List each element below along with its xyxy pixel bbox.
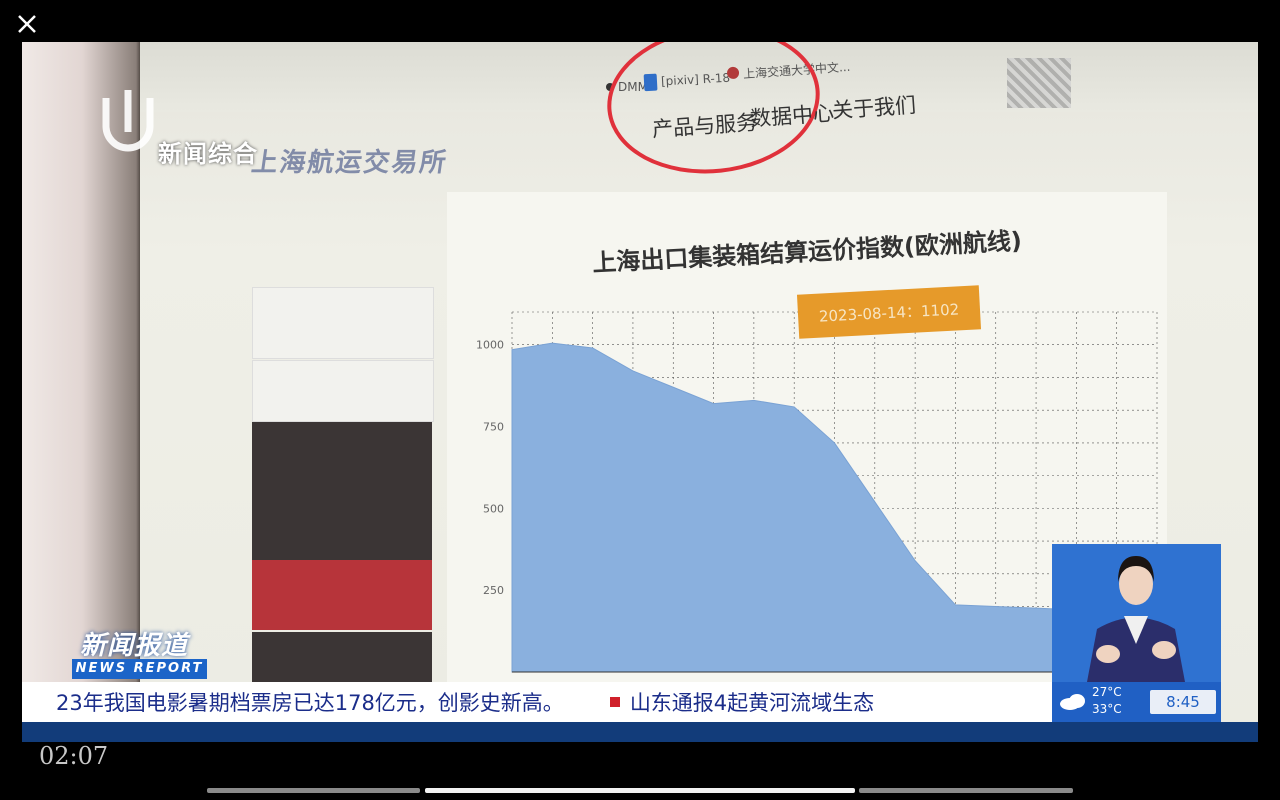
weather-widget: 27°C 33°C 8:45: [1052, 682, 1221, 722]
weather-low: 33°C: [1092, 702, 1122, 716]
ticker-headline: 23年我国电影暑期档票房已达178亿元，创影史新高。: [56, 691, 564, 715]
close-button[interactable]: [14, 11, 40, 37]
weather-high: 27°C: [1092, 685, 1122, 699]
browser-bookmark-bar: [140, 42, 1258, 112]
bottom-strip: [22, 722, 1258, 742]
sign-language-inset: [1052, 544, 1221, 682]
ticker-separator-icon: [609, 697, 620, 707]
side-menu-item-active: [252, 560, 432, 630]
video-frame[interactable]: DMM [pixiv] R-18 上海交通大学中文... 产品与服务 数据中心 …: [22, 42, 1258, 742]
progress-segment[interactable]: [207, 788, 420, 793]
qr-code: [1007, 58, 1071, 108]
cloud-icon: [1060, 694, 1085, 710]
site-dropdown: [252, 287, 434, 359]
site-logo: 上海航运交易所: [249, 148, 450, 178]
news-ticker: 23年我国电影暑期档票房已达178亿元，创影史新高。 山东通报4起黄河流域生态: [22, 682, 1052, 722]
bookmark-dmm: DMM: [606, 80, 648, 94]
program-title: 新闻报道: [80, 631, 189, 661]
nav-data-center: 数据中心: [749, 101, 835, 131]
channel-logo-icon: [102, 90, 154, 152]
monitor-bezel: [22, 42, 142, 742]
progress-segment-active[interactable]: [425, 788, 855, 793]
ticker-headline: 山东通报4起黄河流域生态: [629, 691, 875, 715]
progress-segment[interactable]: [859, 788, 1073, 793]
nav-about: 关于我们: [831, 93, 917, 123]
site-dropdown-2: [252, 360, 434, 422]
elapsed-time: 02:07: [39, 742, 109, 770]
y-tick-label: 1000: [476, 339, 504, 352]
side-menu-item: [252, 492, 432, 562]
close-icon: [18, 15, 36, 33]
y-tick-label: 750: [483, 421, 504, 434]
channel-name: 新闻综合: [158, 140, 258, 168]
side-menu-item: [252, 422, 432, 492]
program-subtitle: NEWS REPORT: [72, 659, 207, 679]
y-tick-label: 500: [483, 502, 504, 515]
broadcast-clock: 8:45: [1150, 690, 1216, 714]
y-tick-label: 250: [483, 584, 504, 597]
